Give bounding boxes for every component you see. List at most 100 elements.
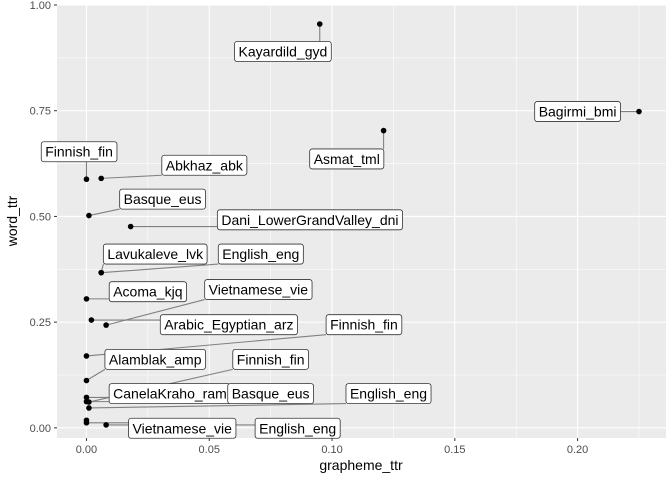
point-label-box [102, 243, 208, 265]
point-label-text: Kayardild_gyd [239, 44, 328, 60]
x-axis-title: grapheme_ttr [319, 457, 403, 473]
data-point [103, 422, 109, 428]
point-label-text: Lavukaleve_lvk [107, 246, 204, 262]
label-connector [88, 208, 120, 217]
point-label-box [104, 348, 206, 370]
data-point [316, 21, 323, 27]
point-label-box [119, 188, 206, 210]
data-point [103, 322, 109, 328]
point-label: English_eng [254, 417, 341, 439]
data-point [83, 394, 90, 401]
data-point [98, 269, 105, 276]
data-point [83, 417, 90, 424]
point-label: Basque_eus [119, 188, 206, 210]
point-label-box [345, 383, 432, 405]
data-point [83, 353, 90, 359]
label-connector [88, 403, 346, 409]
point-label: English_eng [217, 243, 304, 265]
data-point [83, 398, 90, 405]
point-label: Arabic_Egyptian_arz [159, 314, 298, 336]
data-point [83, 377, 90, 384]
point-label: Finnish_fin [325, 314, 403, 336]
y-axis-ticks: 0.00 0.25 0.50 0.75 1.00 [30, 0, 57, 435]
point-label-text: Vietnamese_vie [133, 420, 233, 436]
label-connector [101, 263, 219, 274]
point-label-text: Dani_LowerGrandValley_dni [221, 212, 398, 228]
point-label: Acoma_kjq [108, 281, 187, 303]
x-tick-label: 0.10 [321, 444, 342, 456]
point-label-text: Abkhaz_abk [166, 157, 244, 173]
point-label-box [217, 243, 304, 265]
point-label: Vietnamese_vie [204, 279, 313, 300]
label-connector [86, 368, 106, 381]
data-point [88, 317, 95, 323]
point-label-box [232, 348, 309, 370]
x-tick-label: 0.15 [444, 444, 465, 456]
point-label-box [309, 148, 385, 170]
point-label-text: Vietnamese_vie [209, 282, 309, 298]
data-point [83, 296, 90, 302]
point-label: Finnish_fin [40, 141, 118, 163]
point-label: Abkhaz_abk [161, 154, 248, 176]
data-points [83, 21, 642, 428]
point-label: Basque_eus [227, 383, 314, 405]
point-label-text: Bagirmi_bmi [539, 104, 617, 120]
point-label: Dani_LowerGrandValley_dni [216, 209, 403, 231]
point-label-box [159, 314, 298, 336]
point-label-text: Basque_eus [124, 191, 202, 207]
y-axis-title: word_ttr [4, 195, 20, 247]
point-label-box [161, 154, 248, 176]
y-tick-label: 0.75 [30, 106, 51, 118]
data-point [83, 176, 90, 183]
point-label: Alamblak_amp [104, 348, 206, 370]
y-tick-label: 0.25 [30, 317, 51, 329]
point-label: Bagirmi_bmi [534, 101, 621, 122]
major-gridlines [57, 4, 666, 438]
point-label: Finnish_fin [232, 348, 309, 370]
data-point [86, 405, 92, 411]
point-label-box [216, 209, 403, 231]
point-label-box [234, 41, 332, 62]
point-label-box [108, 281, 187, 303]
point-label-box [254, 417, 341, 439]
point-label-text: Finnish_fin [237, 351, 305, 367]
point-label-box [534, 101, 621, 122]
x-axis-ticks: 0.00 0.05 0.10 0.15 0.20 [76, 438, 588, 456]
data-point [86, 212, 92, 219]
data-point [127, 223, 134, 230]
point-label-text: English_eng [222, 246, 299, 262]
label-connector [105, 299, 205, 326]
point-label-text: English_eng [259, 420, 336, 436]
point-label: CanelaKraho_ram [108, 383, 232, 405]
y-tick-label: 0.00 [30, 423, 51, 435]
point-labels: Kayardild_gyd Bagirmi_bmi Asmat_tml Finnish… [40, 41, 621, 439]
point-label-text: Arabic_Egyptian_arz [164, 317, 293, 333]
point-label-text: Basque_eus [232, 386, 310, 402]
y-tick-label: 1.00 [30, 0, 51, 12]
data-point [380, 127, 387, 134]
point-label-box [204, 279, 313, 300]
x-tick-label: 0.00 [76, 444, 97, 456]
label-connector [101, 174, 162, 179]
point-label-text: Finnish_fin [45, 144, 113, 160]
point-label: Asmat_tml [309, 148, 385, 170]
x-tick-label: 0.20 [567, 444, 588, 456]
point-label-text: CanelaKraho_ram [113, 386, 227, 402]
point-label-text: Asmat_tml [314, 151, 380, 167]
x-tick-label: 0.05 [199, 444, 220, 456]
point-label-box [325, 314, 403, 336]
point-label: English_eng [345, 383, 432, 405]
data-point [98, 175, 105, 182]
point-label-box [40, 141, 118, 163]
point-label-text: Alamblak_amp [109, 351, 202, 367]
point-label: Lavukaleve_lvk [102, 243, 208, 265]
point-label-box [128, 417, 237, 439]
point-label-text: Finnish_fin [330, 317, 398, 333]
point-label-text: English_eng [350, 386, 427, 402]
data-point [636, 108, 642, 115]
point-label-box [227, 383, 314, 405]
point-label: Kayardild_gyd [234, 41, 332, 62]
point-label: Vietnamese_vie [128, 417, 237, 439]
